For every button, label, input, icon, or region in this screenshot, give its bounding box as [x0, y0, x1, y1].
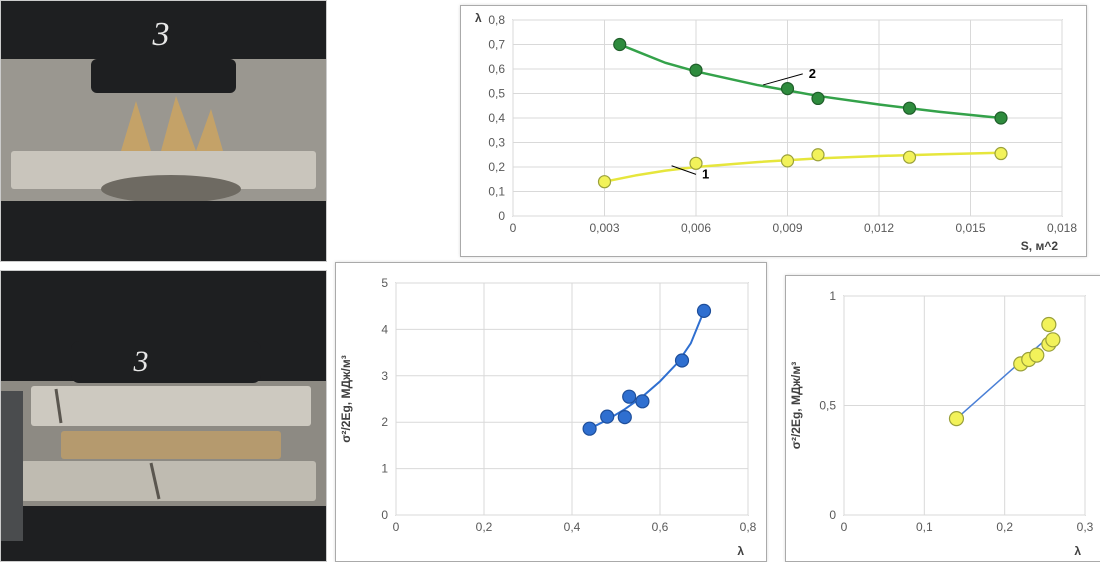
series-point-2 — [690, 64, 702, 76]
chart-lambda-vs-s: 0 0,003 0,006 0,009 0,012 0,015 0,018 0 0,1 0,2 0,… — [460, 5, 1087, 257]
chart-svg: 0 0,2 0,4 0,6 0,8 0 1 2 3 4 5 λ σ²/2Eg, МДж/м³ — [336, 263, 766, 561]
svg-text:λ: λ — [1074, 544, 1081, 558]
series-point-1 — [904, 151, 916, 163]
svg-text:0: 0 — [381, 508, 388, 522]
svg-text:1: 1 — [381, 462, 388, 476]
chart-svg: 0 0,003 0,006 0,009 0,012 0,015 0,018 0 0,1 0,2 0,… — [461, 6, 1086, 256]
svg-text:0,1: 0,1 — [916, 520, 933, 534]
series-point-1 — [812, 149, 824, 161]
svg-text:0,8: 0,8 — [740, 520, 757, 534]
svg-text:0,2: 0,2 — [996, 520, 1013, 534]
svg-text:0,018: 0,018 — [1047, 221, 1077, 235]
svg-text:0,012: 0,012 — [864, 221, 894, 235]
svg-text:0,4: 0,4 — [564, 520, 581, 534]
svg-text:0,2: 0,2 — [476, 520, 493, 534]
photo-bot-svg: 3 — [1, 271, 326, 561]
svg-text:3: 3 — [152, 16, 170, 53]
series-point-1 — [599, 176, 611, 188]
series-point-blue — [618, 411, 631, 424]
svg-text:0,2: 0,2 — [488, 160, 505, 174]
experiment-photo-bottom: 3 — [0, 270, 327, 562]
series-point-2 — [995, 112, 1007, 124]
svg-text:4: 4 — [381, 322, 388, 336]
series-label-1: 1 — [702, 166, 709, 181]
svg-text:3: 3 — [381, 369, 388, 383]
svg-text:λ: λ — [737, 544, 744, 558]
svg-text:0,1: 0,1 — [488, 185, 505, 199]
svg-text:0,006: 0,006 — [681, 221, 711, 235]
series-point-2 — [614, 39, 626, 51]
series-point-blue — [676, 354, 689, 367]
svg-text:σ²/2Eg, МДж/м³: σ²/2Eg, МДж/м³ — [339, 355, 353, 442]
series-point-2 — [812, 92, 824, 104]
svg-text:0,3: 0,3 — [1077, 520, 1094, 534]
svg-text:0,4: 0,4 — [488, 111, 505, 125]
svg-text:0,7: 0,7 — [488, 38, 505, 52]
series-point-yellow — [1042, 317, 1056, 331]
series-point-1 — [690, 157, 702, 169]
svg-text:S, м^2: S, м^2 — [1021, 239, 1059, 253]
svg-text:0,015: 0,015 — [955, 221, 985, 235]
series-point-2 — [782, 83, 794, 95]
svg-text:0,8: 0,8 — [488, 13, 505, 27]
series-label-2: 2 — [809, 66, 816, 81]
svg-text:0,5: 0,5 — [488, 87, 505, 101]
series-point-1 — [995, 148, 1007, 160]
series-point-blue — [583, 422, 596, 435]
series-point-blue — [601, 410, 614, 423]
svg-text:0: 0 — [393, 520, 400, 534]
series-point-blue — [623, 390, 636, 403]
svg-text:3: 3 — [133, 345, 149, 378]
photo-top-svg: 3 — [1, 1, 326, 261]
experiment-photo-top: 3 — [0, 0, 327, 262]
svg-text:σ²/2Eg, МДж/м³: σ²/2Eg, МДж/м³ — [789, 362, 803, 449]
series-point-2 — [904, 102, 916, 114]
chart-energy-vs-lambda-blue: 0 0,2 0,4 0,6 0,8 0 1 2 3 4 5 λ σ²/2Eg, МДж/м³ — [335, 262, 767, 562]
svg-text:1: 1 — [829, 289, 836, 303]
svg-text:5: 5 — [381, 276, 388, 290]
svg-text:0: 0 — [510, 221, 517, 235]
svg-text:0,003: 0,003 — [589, 221, 619, 235]
series-point-blue — [698, 304, 711, 317]
svg-text:λ: λ — [475, 11, 482, 25]
svg-text:0,6: 0,6 — [488, 62, 505, 76]
svg-text:0: 0 — [498, 209, 505, 223]
svg-text:0,009: 0,009 — [772, 221, 802, 235]
svg-text:0,5: 0,5 — [819, 399, 836, 413]
svg-text:0,3: 0,3 — [488, 136, 505, 150]
svg-text:0: 0 — [829, 508, 836, 522]
chart-svg: 0 0,1 0,2 0,3 0 0,5 1 λ σ²/2Eg, МДж/м³ — [786, 276, 1100, 561]
svg-text:0: 0 — [841, 520, 848, 534]
svg-text:0,6: 0,6 — [652, 520, 669, 534]
chart-energy-vs-lambda-yellow: 0 0,1 0,2 0,3 0 0,5 1 λ σ²/2Eg, МДж/м³ — [785, 275, 1100, 562]
series-point-yellow — [1046, 333, 1060, 347]
svg-text:2: 2 — [381, 415, 388, 429]
series-point-yellow — [949, 412, 963, 426]
series-point-yellow — [1030, 348, 1044, 362]
series-point-blue — [636, 395, 649, 408]
series-point-1 — [782, 155, 794, 167]
